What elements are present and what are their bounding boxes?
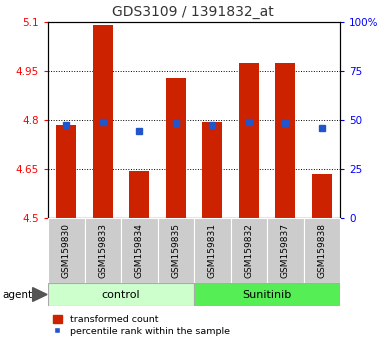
Text: GSM159834: GSM159834 — [135, 223, 144, 278]
Bar — [239, 63, 259, 218]
Bar — [231, 218, 267, 283]
Bar — [194, 218, 231, 283]
Bar — [312, 174, 332, 218]
Text: agent: agent — [2, 290, 32, 299]
Bar — [56, 125, 76, 218]
Text: GSM159837: GSM159837 — [281, 223, 290, 278]
Text: GSM159835: GSM159835 — [171, 223, 180, 278]
Text: GSM159830: GSM159830 — [62, 223, 71, 278]
Bar — [48, 218, 84, 283]
Text: GSM159838: GSM159838 — [317, 223, 326, 278]
Bar — [194, 283, 340, 306]
Polygon shape — [33, 287, 47, 301]
Text: control: control — [102, 290, 140, 299]
Bar — [157, 218, 194, 283]
Bar — [267, 218, 303, 283]
Text: Sunitinib: Sunitinib — [243, 290, 291, 299]
Bar — [202, 122, 222, 218]
Bar — [303, 218, 340, 283]
Bar — [275, 63, 295, 218]
Bar — [48, 283, 194, 306]
Bar — [129, 171, 149, 218]
Bar — [93, 25, 113, 218]
Bar — [166, 78, 186, 218]
Text: GDS3109 / 1391832_at: GDS3109 / 1391832_at — [112, 5, 273, 19]
Legend: transformed count, percentile rank within the sample: transformed count, percentile rank withi… — [53, 315, 230, 336]
Bar — [84, 218, 121, 283]
Bar — [121, 218, 157, 283]
Text: GSM159831: GSM159831 — [208, 223, 217, 278]
Text: GSM159832: GSM159832 — [244, 223, 253, 278]
Text: GSM159833: GSM159833 — [98, 223, 107, 278]
